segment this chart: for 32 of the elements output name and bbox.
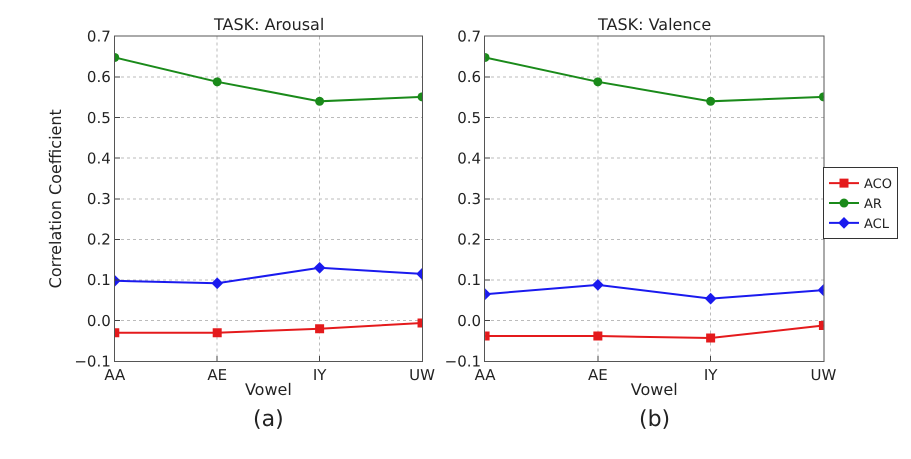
legend-label: AR (864, 197, 882, 212)
y-tick-label: 0.1 (457, 271, 482, 290)
y-tick-label: 0.5 (86, 108, 111, 127)
legend-label: ACL (864, 216, 890, 232)
x-tick-label: IY (704, 366, 718, 384)
y-axis-title: Correlation Coefficient (46, 109, 66, 288)
text: (a) (253, 407, 284, 432)
y-tick-label: 0.2 (86, 230, 111, 249)
x-tick-label: IY (312, 366, 328, 384)
y-tick-label: 0.3 (457, 190, 482, 208)
y-tick-label: 0.3 (86, 190, 111, 208)
y-tick-label: 0.7 (86, 28, 111, 46)
x-tick-label: AE (207, 366, 228, 384)
y-tick-label: 0.4 (457, 149, 482, 168)
y-tick-label: 0.6 (86, 68, 111, 86)
y-tick-label: 0.0 (86, 312, 111, 330)
y-tick-label: 0.5 (457, 108, 482, 127)
y-tick-label: 0.4 (86, 149, 111, 168)
y-tick-label: 0.7 (457, 28, 482, 46)
y-tick-label: 0.2 (457, 230, 482, 249)
legend-label: ACO (864, 177, 892, 192)
x-axis-title: Vowel (244, 380, 292, 399)
y-tick-label: 0.1 (86, 271, 111, 290)
y-tick-label: 0.6 (457, 68, 482, 86)
chart-title: TASK: Arousal (213, 15, 324, 34)
text: (b) (639, 407, 670, 432)
y-tick-label: 0.0 (457, 312, 482, 330)
x-tick-label: AE (588, 366, 608, 384)
x-tick-label: UW (810, 366, 836, 384)
x-tick-label: UW (409, 366, 436, 384)
x-axis-title: Vowel (630, 380, 678, 399)
chart-title: TASK: Valence (597, 15, 712, 34)
